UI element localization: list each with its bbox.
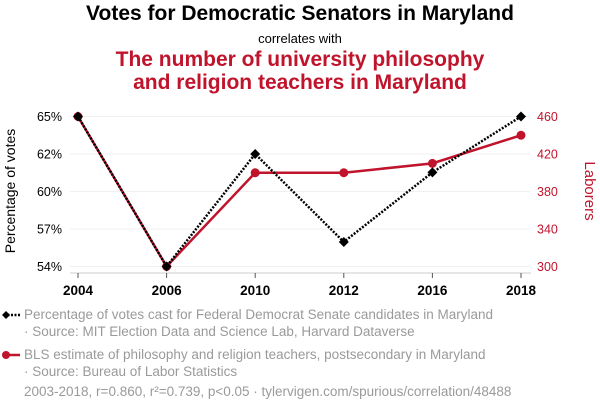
votes-line — [76, 115, 522, 269]
chart-title-2: The number of university philosophy and … — [0, 48, 600, 94]
legend-marker-teachers — [2, 351, 10, 359]
x-tick-label: 2006 — [152, 283, 183, 298]
y2-tick-label: 380 — [537, 185, 558, 199]
chart-subtitle: correlates with — [258, 31, 342, 46]
y2-tick-label: 420 — [537, 148, 558, 162]
y-tick-label: 54% — [37, 260, 62, 274]
legend-item-votes: Percentage of votes cast for Federal Dem… — [24, 306, 493, 340]
legend-item-teachers: BLS estimate of philosophy and religion … — [24, 346, 486, 380]
y-tick-label: 65% — [37, 110, 62, 124]
legend-label-teachers: BLS estimate of philosophy and religion … — [24, 347, 486, 362]
title2-line-2: and religion teachers in Maryland — [133, 71, 467, 94]
legend-label-votes: Percentage of votes cast for Federal Dem… — [24, 307, 493, 322]
teachers-point — [427, 158, 437, 168]
votes-point — [161, 261, 172, 272]
votes-point — [73, 111, 83, 122]
votes-point — [338, 236, 349, 247]
chart-title: Votes for Democratic Senators in Marylan… — [86, 2, 514, 25]
teachers-point — [250, 168, 260, 178]
y2-tick-label: 300 — [537, 260, 558, 274]
x-tick-label: 2004 — [63, 283, 94, 298]
votes-point — [250, 149, 261, 159]
x-tick-label: 2018 — [506, 283, 537, 298]
legend-marker-votes — [2, 311, 10, 319]
teachers-point — [516, 130, 526, 140]
y-tick-label: 62% — [37, 148, 62, 162]
votes-point — [427, 167, 438, 178]
y-tick-label: 57% — [37, 223, 62, 237]
title2-line-1: The number of university philosophy — [115, 48, 485, 71]
footer-stats: 2003-2018, r=0.860, r²=0.739, p<0.05 · t… — [24, 384, 512, 399]
x-tick-label: 2016 — [417, 283, 448, 298]
legend-source-votes: · Source: MIT Election Data and Science … — [24, 324, 415, 339]
y2-axis-label: Laborers — [581, 161, 598, 220]
votes-point — [516, 111, 526, 122]
teachers-point — [339, 168, 349, 178]
y2-tick-label: 460 — [537, 110, 558, 124]
x-tick-label: 2010 — [240, 283, 270, 298]
legend-source-teachers: · Source: Bureau of Labor Statistics — [24, 364, 238, 379]
x-tick-label: 2012 — [329, 283, 359, 298]
y-axis-label: Percentage of votes — [2, 129, 18, 254]
y-tick-label: 60% — [37, 185, 62, 199]
y2-tick-label: 340 — [537, 223, 558, 237]
